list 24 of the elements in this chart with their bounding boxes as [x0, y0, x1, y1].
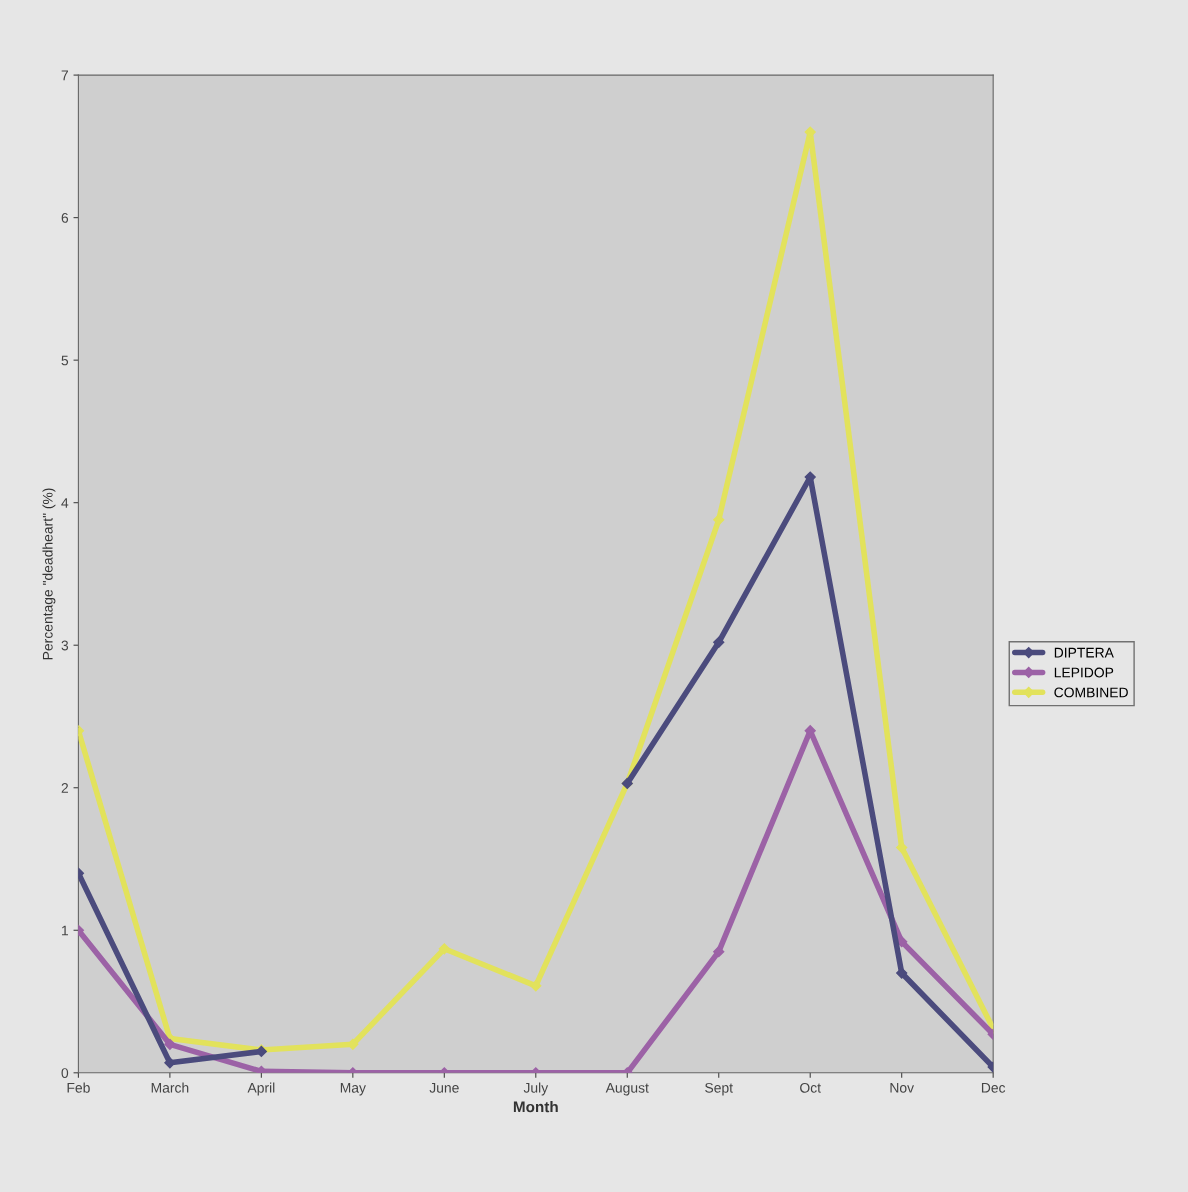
y-tick-label: 5: [61, 355, 69, 366]
legend-label: COMBINED: [1054, 687, 1128, 698]
x-tick-label: Feb: [67, 1082, 90, 1093]
x-tick-label: June: [429, 1083, 459, 1093]
x-tick-label: Nov: [890, 1083, 914, 1093]
x-tick-label: March: [151, 1082, 189, 1093]
x-tick-label: Sept: [705, 1082, 733, 1096]
y-tick-label: 2: [61, 783, 68, 793]
x-tick-label: July: [523, 1082, 549, 1096]
x-tick-label: May: [340, 1083, 366, 1096]
legend-label: DIPTERA: [1054, 647, 1114, 658]
x-axis-title: Month: [513, 1101, 558, 1113]
x-tick-label: August: [605, 1083, 649, 1096]
legend-label: LEPIDOP: [1054, 667, 1114, 678]
y-tick-label: 0: [61, 1068, 69, 1078]
x-tick-label: Oct: [800, 1082, 821, 1093]
x-tick-label: April: [247, 1082, 275, 1096]
y-axis-title: Percentage "deadheart" (%): [42, 488, 56, 660]
y-tick-label: 7: [61, 70, 68, 81]
y-tick-label: 3: [61, 640, 69, 651]
y-tick-label: 4: [61, 498, 69, 508]
y-tick-label: 6: [61, 212, 69, 223]
y-tick-label: 1: [62, 925, 69, 936]
x-tick-label: Dec: [981, 1083, 1006, 1093]
